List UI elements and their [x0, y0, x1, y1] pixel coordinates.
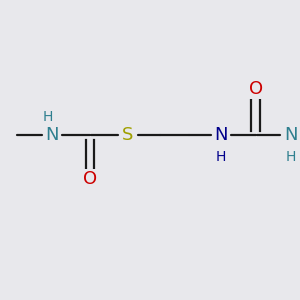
Text: H: H [285, 150, 296, 164]
Text: O: O [83, 170, 97, 188]
Text: H: H [43, 110, 53, 124]
Text: O: O [249, 80, 263, 98]
Text: N: N [284, 127, 297, 145]
Text: H: H [216, 150, 226, 164]
Text: N: N [46, 127, 59, 145]
Text: S: S [122, 127, 134, 145]
Text: N: N [214, 127, 228, 145]
